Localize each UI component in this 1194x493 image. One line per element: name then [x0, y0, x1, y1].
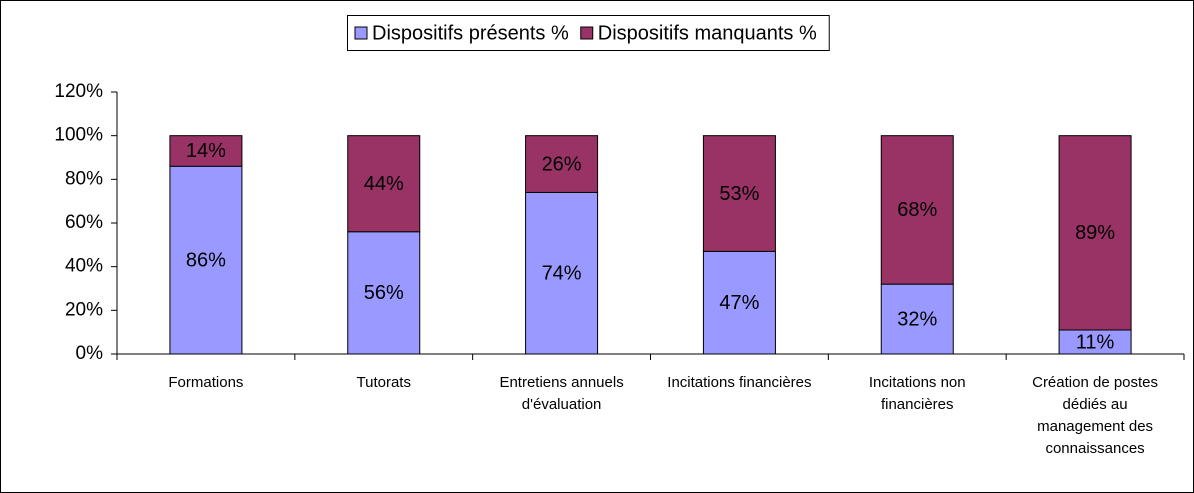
data-label: 26%	[542, 153, 582, 175]
y-tick-label: 80%	[65, 168, 103, 189]
bar-segment	[702, 250, 776, 355]
bar-segment	[880, 283, 954, 355]
bar-segment	[880, 135, 954, 285]
x-tick-label: Incitations non financières	[868, 374, 966, 413]
data-label: 11%	[1076, 331, 1115, 353]
data-label: 53%	[719, 183, 759, 205]
data-label: 47%	[719, 292, 759, 314]
bar-segment	[169, 135, 243, 167]
legend-label: Dispositifs manquants %	[598, 22, 817, 44]
legend-swatch	[354, 26, 368, 40]
data-label: 56%	[364, 282, 404, 304]
bar-segment	[702, 135, 776, 252]
data-label: 44%	[364, 173, 404, 195]
data-label: 32%	[897, 308, 937, 330]
legend-label: Dispositifs présents %	[372, 22, 569, 44]
x-tick-label: Incitations financières	[667, 374, 812, 391]
y-tick-label: 100%	[54, 125, 103, 146]
bar-segment	[1058, 135, 1132, 331]
y-tick-label: 20%	[65, 299, 103, 320]
data-label: 14%	[186, 140, 226, 162]
data-label: 86%	[186, 249, 226, 271]
bar-segment	[169, 165, 243, 355]
y-tick-label: 60%	[65, 212, 103, 233]
bar-segment	[347, 231, 421, 355]
data-label: 68%	[897, 199, 937, 221]
bar-segment	[525, 191, 599, 355]
x-tick-label: Entretiens annuels d'évaluation	[499, 374, 624, 413]
legend-swatch	[580, 26, 594, 40]
bar-segment	[1058, 329, 1132, 355]
y-tick-label: 40%	[65, 256, 103, 277]
x-tick-label: Formations	[168, 374, 244, 391]
data-label: 89%	[1075, 222, 1115, 244]
y-tick-label: 0%	[76, 343, 104, 364]
y-tick-label: 120%	[54, 81, 103, 102]
x-tick-label: Création de postes dédiés au management …	[1032, 374, 1159, 457]
bar-segment	[525, 135, 599, 193]
x-tick-label: Tutorats	[356, 374, 411, 391]
data-label: 74%	[542, 262, 582, 284]
bar-segment	[347, 135, 421, 233]
